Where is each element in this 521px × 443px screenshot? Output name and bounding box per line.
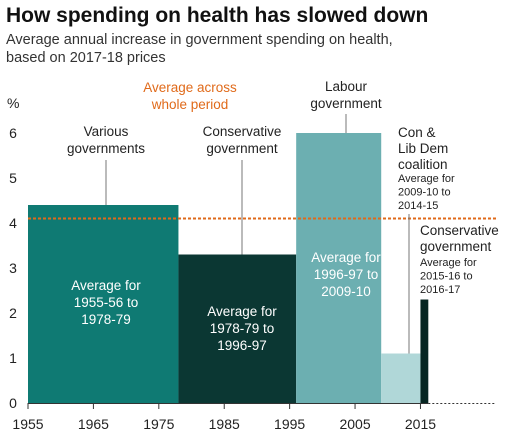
government-label: Lib Dem <box>398 141 448 156</box>
government-label: government <box>310 96 382 111</box>
x-tick-label: 1975 <box>143 416 174 432</box>
bar-3 <box>296 133 382 403</box>
bar-period-label: 2016-17 <box>420 284 460 296</box>
x-tick-label: 1955 <box>12 416 43 432</box>
x-tick-label: 1965 <box>78 416 109 432</box>
bar-period-label: 1955-56 to <box>74 295 139 310</box>
bar-period-label: 2014-15 <box>398 200 438 212</box>
x-tick-label: 1985 <box>209 416 240 432</box>
government-label: governments <box>67 141 145 156</box>
y-tick-label: 5 <box>9 170 17 186</box>
government-label: Labour <box>325 79 368 94</box>
bar-2 <box>178 254 297 403</box>
chart-subtitle: Average annual increase in government sp… <box>6 31 511 67</box>
bar-period-label: 2009-10 to <box>398 187 451 199</box>
bar-period-label: Average for <box>207 304 277 319</box>
government-label: Con & <box>398 125 436 140</box>
y-tick-label: 1 <box>9 350 17 366</box>
y-tick-label: 2 <box>9 305 17 321</box>
government-label: government <box>206 141 278 156</box>
bar-period-label: 1996-97 <box>217 338 267 353</box>
subtitle-line: Average annual increase in government sp… <box>6 32 393 48</box>
average-line-label: whole period <box>151 97 229 112</box>
bar-period-label: 2015-16 to <box>420 271 473 283</box>
bar-period-label: Average for <box>311 250 381 265</box>
bar-5 <box>420 299 429 403</box>
government-label: government <box>420 239 492 254</box>
bar-4 <box>381 353 421 403</box>
y-axis-unit-label: % <box>7 95 19 111</box>
x-tick-label: 2005 <box>339 416 370 432</box>
bar-period-label: Average for <box>398 173 455 185</box>
bar-period-label: 1996-97 to <box>314 267 379 282</box>
bar-period-label: 2009-10 <box>321 284 371 299</box>
y-tick-label: 3 <box>9 260 17 276</box>
x-tick-label: 1995 <box>274 416 305 432</box>
chart-title: How spending on health has slowed down <box>6 4 429 27</box>
bar-1 <box>28 205 179 403</box>
x-tick-label: 2015 <box>405 416 436 432</box>
government-label: Various <box>84 124 129 139</box>
government-label: Conservative <box>203 124 282 139</box>
bar-period-label: Average for <box>420 257 477 269</box>
subtitle-line: based on 2017-18 prices <box>6 50 166 66</box>
average-line-label: Average across <box>143 80 237 95</box>
government-label: Conservative <box>420 223 499 238</box>
bar-period-label: Average for <box>71 278 141 293</box>
bar-period-label: 1978-79 to <box>210 321 275 336</box>
bar-period-label: 1978-79 <box>81 312 131 327</box>
y-tick-label: 6 <box>9 125 17 141</box>
government-label: coalition <box>398 157 448 172</box>
y-tick-label: 4 <box>9 215 17 231</box>
y-tick-label: 0 <box>9 395 17 411</box>
